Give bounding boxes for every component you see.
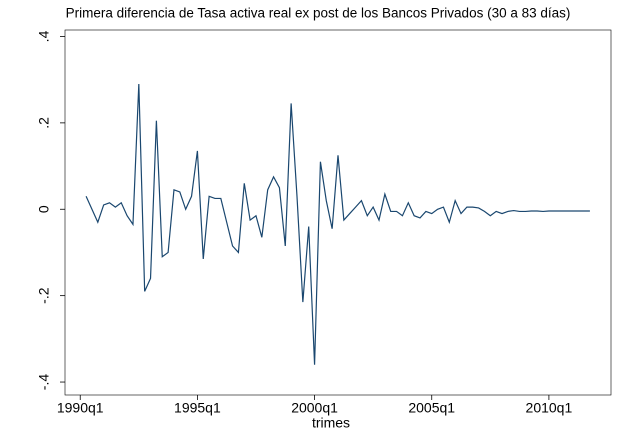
y-tick-label: .2 [36,117,52,129]
chart-title: Primera diferencia de Tasa activa real e… [66,6,571,21]
x-axis-label: trimes [312,415,350,431]
y-tick-label: .4 [36,30,52,42]
y-tick-label: -.2 [36,287,52,304]
y-tick-label: 0 [36,205,52,213]
x-tick-label: 1995q1 [174,400,221,416]
plot-frame [64,29,612,396]
data-line [85,83,590,365]
x-tick-label: 2010q1 [526,400,573,416]
x-tick-label: 1990q1 [57,400,104,416]
x-tick-label: 2005q1 [408,400,455,416]
y-tick-label: -.4 [36,374,52,391]
x-tick-label: 2000q1 [291,400,338,416]
